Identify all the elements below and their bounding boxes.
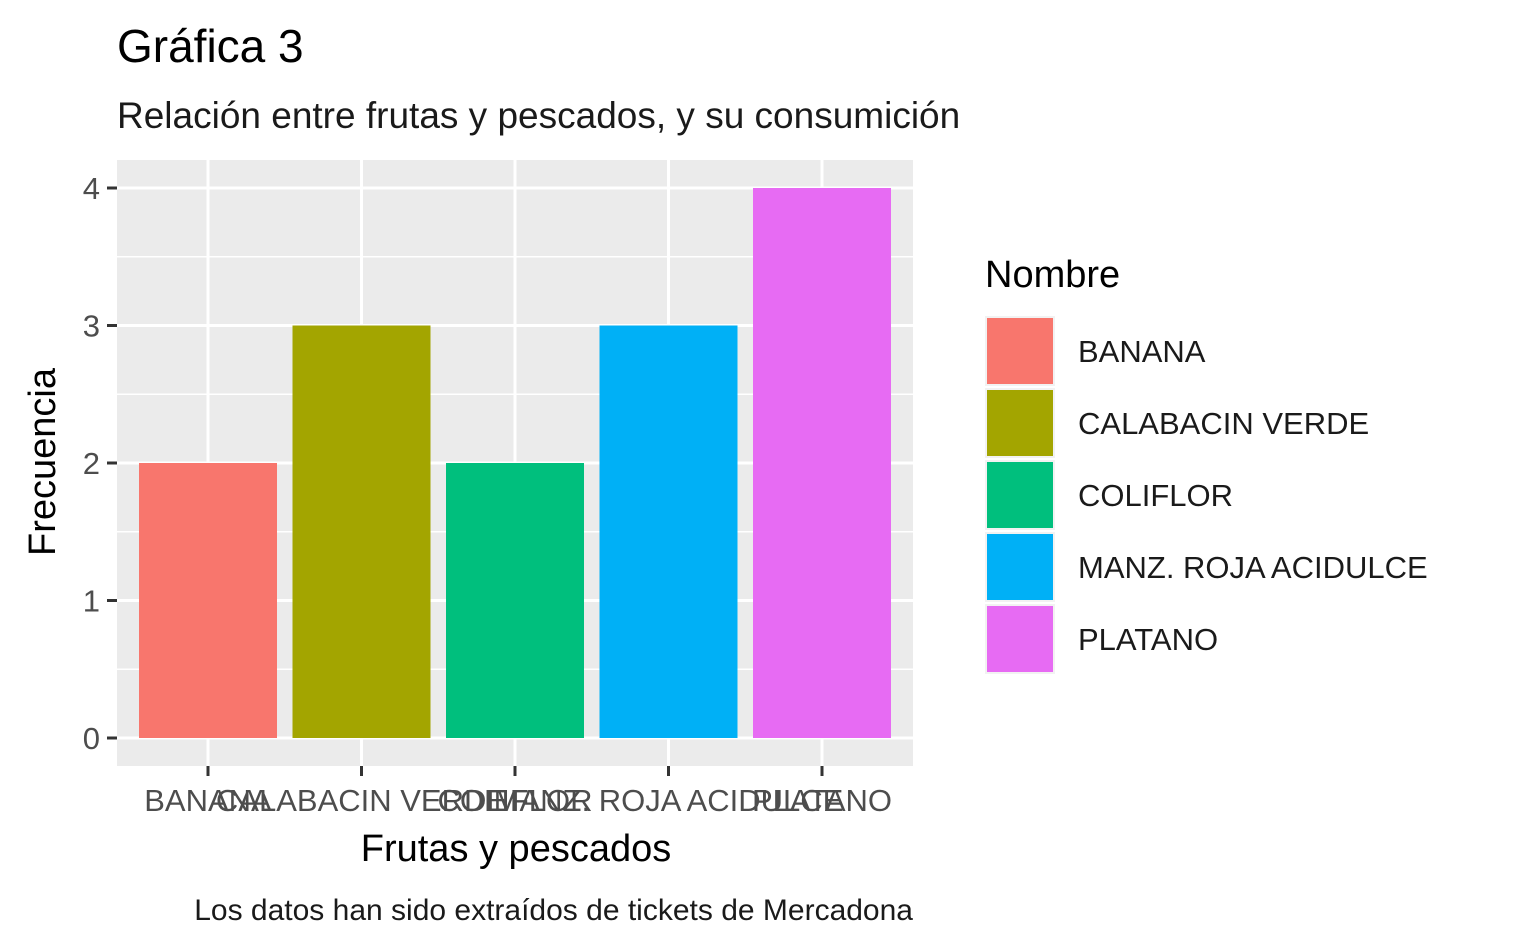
- legend: Nombre BANANA CALABACIN VERDE COLIFLOR MANZ…: [985, 254, 1428, 674]
- legend-key-swatch: [987, 318, 1053, 384]
- bar-banana: [139, 463, 277, 738]
- x-tick-label: PLATANO: [752, 783, 892, 818]
- chart-title: Gráfica 3: [117, 20, 304, 72]
- x-tick-label: COLIFLOR: [437, 783, 592, 818]
- x-axis-title: Frutas y pescados: [361, 828, 671, 870]
- bars: [139, 188, 891, 738]
- legend-entry-label: BANANA: [1078, 334, 1206, 369]
- y-tick-label: 1: [83, 584, 100, 619]
- chart-subtitle: Relación entre frutas y pescados, y su c…: [117, 95, 960, 136]
- bar-coliflor: [446, 463, 584, 738]
- x-tick-label: BANANA: [144, 783, 272, 818]
- x-tick-label: CALABACIN VERDE: [216, 783, 507, 818]
- legend-entry-label: COLIFLOR: [1078, 478, 1233, 513]
- x-tick-label: MANZ. ROJA ACIDULCE: [494, 783, 844, 818]
- legend-entry-label: PLATANO: [1078, 622, 1218, 657]
- y-tick-label: 2: [83, 446, 100, 481]
- legend-key-swatch: [987, 462, 1053, 528]
- legend-entry-label: MANZ. ROJA ACIDULCE: [1078, 550, 1428, 585]
- legend-key-swatch: [987, 606, 1053, 672]
- y-tick-label: 4: [83, 171, 100, 206]
- bar-calabacin-verde: [292, 325, 431, 738]
- y-tick-label: 0: [83, 721, 100, 756]
- legend-items: BANANA CALABACIN VERDE COLIFLOR MANZ. ROJA …: [985, 316, 1428, 674]
- chart-caption: Los datos han sido extraídos de tickets …: [194, 894, 913, 927]
- bar-platano: [753, 188, 891, 738]
- legend-key-swatch: [987, 390, 1053, 456]
- legend-key-swatch: [987, 534, 1053, 600]
- y-axis: 0 1 2 3 4: [83, 171, 117, 756]
- y-tick-label: 3: [83, 309, 100, 344]
- legend-title: Nombre: [985, 254, 1120, 296]
- bar-manz-roja-acidulce: [599, 325, 738, 738]
- y-axis-title: Frecuencia: [22, 367, 64, 556]
- legend-entry-label: CALABACIN VERDE: [1078, 406, 1369, 441]
